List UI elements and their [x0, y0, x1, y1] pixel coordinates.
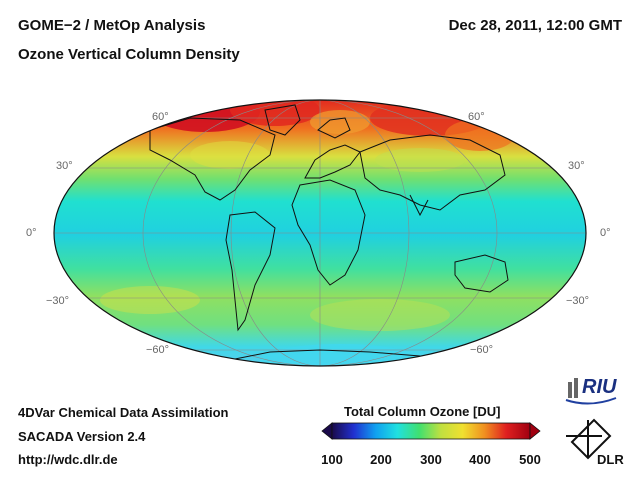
lat-label-60n-right: 60° [468, 111, 485, 123]
lat-label-30n-right: 30° [568, 160, 585, 172]
riu-logo-icon [565, 378, 617, 405]
colorbar-tick-400: 400 [469, 452, 491, 467]
colorbar-tick-100: 100 [321, 452, 343, 467]
graticule [54, 100, 586, 366]
colorbar-tick-500: 500 [519, 452, 541, 467]
lat-label-0-right: 0° [600, 227, 611, 239]
lat-label-30s-left: −30° [46, 295, 70, 307]
riu-logo-text: RIU [582, 376, 617, 398]
colorbar [321, 422, 541, 440]
map-datetime: Dec 28, 2011, 12:00 GMT [448, 17, 622, 34]
dlr-logo-text: DLR [597, 452, 624, 467]
lat-label-60n-left: 60° [152, 111, 169, 123]
lat-label-0-left: 0° [26, 227, 37, 239]
colorbar-tick-200: 200 [370, 452, 392, 467]
colorbar-low-arrow [321, 422, 333, 440]
lat-label-30n-left: 30° [56, 160, 73, 172]
map-subtitle: Ozone Vertical Column Density [18, 46, 240, 63]
colorbar-high-arrow [529, 422, 541, 440]
map-title: GOME−2 / MetOp Analysis [18, 17, 206, 34]
colorbar-title: Total Column Ozone [DU] [344, 404, 501, 419]
footer-line-1: 4DVar Chemical Data Assimilation [18, 405, 229, 420]
lat-label-60s-right: −60° [470, 344, 494, 356]
colorbar-tick-300: 300 [420, 452, 442, 467]
colorbar-gradient [331, 422, 531, 440]
footer-url: http://wdc.dlr.de [18, 452, 118, 467]
lat-label-30s-right: −30° [566, 295, 590, 307]
map-border [53, 99, 587, 367]
dlr-logo-icon [566, 418, 612, 460]
lat-label-60s-left: −60° [146, 344, 170, 356]
footer-line-2: SACADA Version 2.4 [18, 429, 146, 444]
